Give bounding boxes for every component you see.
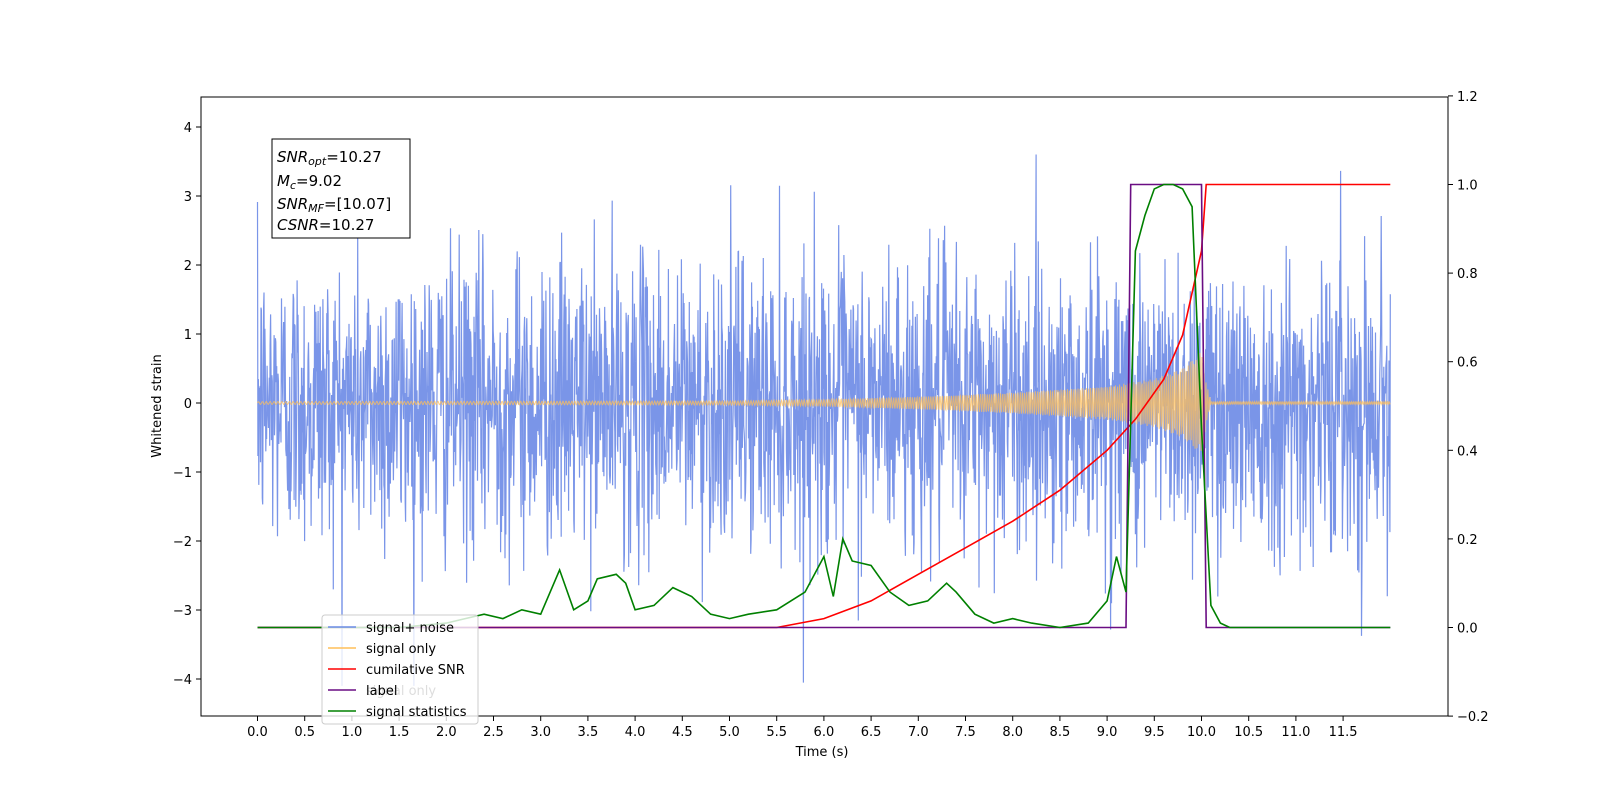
- plot-frame: [200, 96, 1449, 717]
- annotation-mc: Mc=9.02: [277, 172, 342, 192]
- y-tick-label-right: 1.2: [1457, 90, 1478, 105]
- y-tick-label-left: 1: [184, 328, 192, 343]
- y-tick-label-left: −2: [173, 535, 192, 550]
- x-tick-label: 0.5: [294, 725, 315, 740]
- annotation-snr-mf: SNRMF=[10.07]: [277, 195, 391, 215]
- series-signal-only: [257, 352, 1391, 452]
- legend-label-signal-statistics: signal statistics: [366, 705, 467, 720]
- y-tick-label-right: 0.4: [1457, 444, 1478, 459]
- x-tick-label: 4.0: [625, 725, 646, 740]
- series-signal-statistics: [257, 183, 1391, 629]
- annotation-frame: [271, 138, 411, 239]
- x-tick-label: 2.5: [483, 725, 504, 740]
- legend-label-label: label: [366, 684, 397, 699]
- x-tick-label: 8.5: [1050, 725, 1071, 740]
- y-tick-label-right: 0.6: [1457, 356, 1478, 371]
- x-tick-label: 6.5: [861, 725, 882, 740]
- x-tick-label: 7.5: [955, 725, 976, 740]
- x-tick-label: 3.0: [530, 725, 551, 740]
- axes: 0.0 0.5 1.0 1.5 2.0 2.5 3.0 3.5 4.0 4.5 5.0 5.5 6.0 6…: [173, 90, 1489, 740]
- plot-area: [256, 154, 1391, 686]
- y-tick-label-left: 0: [184, 397, 192, 412]
- x-axis-label: Time (s): [795, 745, 849, 760]
- annotation-snr-opt: SNRopt=10.27: [277, 148, 382, 168]
- x-tick-label: 0.0: [247, 725, 268, 740]
- y-tick-label-left: 4: [184, 121, 192, 136]
- x-tick-label: 11.5: [1329, 725, 1358, 740]
- y-tick-label-left: 3: [184, 190, 192, 205]
- x-tick-label: 6.0: [814, 725, 835, 740]
- legend-label-signal-noise: signal+ noise: [366, 621, 454, 636]
- y-tick-label-right: 0.8: [1457, 267, 1478, 282]
- x-tick-label: 1.0: [342, 725, 363, 740]
- y-tick-label-left: −3: [173, 604, 192, 619]
- y-tick-label-left: −1: [173, 466, 192, 481]
- x-tick-label: 9.0: [1097, 725, 1118, 740]
- x-tick-label: 8.0: [1002, 725, 1023, 740]
- x-tick-label: 9.5: [1144, 725, 1165, 740]
- y-tick-label-right: 0.0: [1457, 622, 1478, 637]
- annotation-csnr: CSNR=10.27: [277, 216, 374, 234]
- legend-frame: [321, 614, 479, 725]
- y-tick-label-left: −4: [173, 673, 192, 688]
- x-tick-label: 7.0: [908, 725, 929, 740]
- legend-hidden-signal-only-text: signal only: [366, 684, 436, 699]
- x-tick-label: 2.0: [436, 725, 457, 740]
- y-tick-label-right: 1.0: [1457, 179, 1478, 194]
- x-tick-label: 3.5: [578, 725, 599, 740]
- y-tick-label-right: 0.2: [1457, 533, 1478, 548]
- x-tick-label: 5.0: [719, 725, 740, 740]
- y-axis-label: Whitened strain: [150, 354, 165, 457]
- x-tick-label: 5.5: [766, 725, 787, 740]
- y-tick-label-right: −0.2: [1457, 710, 1489, 725]
- x-tick-label: 4.5: [672, 725, 693, 740]
- x-tick-label: 1.5: [389, 725, 410, 740]
- x-tick-label: 10.0: [1187, 725, 1216, 740]
- legend-label-cumulative-snr: cumilative SNR: [366, 663, 465, 678]
- x-tick-label: 11.0: [1281, 725, 1310, 740]
- annotation-box: SNRopt=10.27 Mc=9.02 SNRMF=[10.07] CSNR=…: [271, 138, 411, 239]
- legend: signal+ noise signal only cumilative SNR…: [321, 614, 479, 725]
- legend-label-signal-only: signal only: [366, 642, 436, 657]
- y-tick-label-left: 2: [184, 259, 192, 274]
- x-tick-label: 10.5: [1234, 725, 1263, 740]
